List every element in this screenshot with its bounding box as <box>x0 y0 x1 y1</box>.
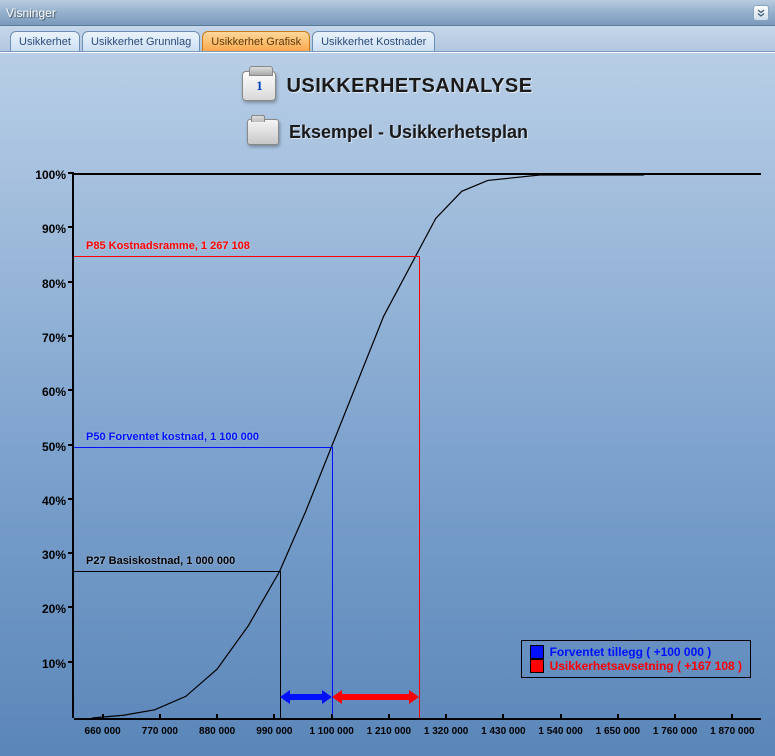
chevron-double-down-icon <box>757 9 765 17</box>
x-tick <box>445 714 447 720</box>
y-tick-label: 10% <box>42 657 66 671</box>
x-tick <box>731 714 733 720</box>
x-tick-label: 1 320 000 <box>424 726 469 737</box>
folder-icon <box>247 119 279 145</box>
x-tick-label: 770 000 <box>142 726 178 737</box>
x-tick-label: 1 650 000 <box>596 726 641 737</box>
x-tick <box>502 714 504 720</box>
x-tick <box>102 714 104 720</box>
ref-line-h-p27 <box>74 571 280 572</box>
panel-header: Visninger <box>0 0 775 26</box>
y-tick-label: 20% <box>42 602 66 616</box>
y-axis: 10%20%30%40%50%60%70%80%90%100% <box>14 173 74 718</box>
x-tick-label: 990 000 <box>256 726 292 737</box>
y-tick-label: 90% <box>42 222 66 236</box>
x-tick <box>331 714 333 720</box>
panel-title: Visninger <box>6 6 56 20</box>
page-title: USIKKERHETSANALYSE <box>286 75 532 98</box>
collapse-button[interactable] <box>753 5 769 21</box>
analysis-icon-number: 1 <box>256 78 263 94</box>
range-arrow-0 <box>280 690 332 704</box>
legend-item: Usikkerhetsavsetning ( +167 108 ) <box>530 659 742 673</box>
y-tick-label: 60% <box>42 385 66 399</box>
x-tick-label: 660 000 <box>85 726 121 737</box>
x-tick-label: 1 100 000 <box>309 726 354 737</box>
ref-line-h-p50 <box>74 447 332 448</box>
x-tick <box>273 714 275 720</box>
title-row: 1 USIKKERHETSANALYSE <box>0 53 775 101</box>
ref-label-p50: P50 Forventet kostnad, 1 100 000 <box>86 431 259 443</box>
ref-line-h-p85 <box>74 256 419 257</box>
ref-line-v-p85 <box>419 256 420 718</box>
y-tick-label: 80% <box>42 277 66 291</box>
tab-usikkerhet-grafisk[interactable]: Usikkerhet Grafisk <box>202 31 310 51</box>
legend-swatch <box>530 659 544 673</box>
y-tick-label: 40% <box>42 494 66 508</box>
ref-line-v-p50 <box>332 447 333 719</box>
subtitle-row: Eksempel - Usikkerhetsplan <box>0 119 775 145</box>
legend-label: Usikkerhetsavsetning ( +167 108 ) <box>550 659 742 673</box>
page-subtitle: Eksempel - Usikkerhetsplan <box>289 122 528 143</box>
tab-usikkerhet[interactable]: Usikkerhet <box>10 31 80 51</box>
x-tick-label: 1 760 000 <box>653 726 698 737</box>
x-tick-label: 1 870 000 <box>710 726 755 737</box>
x-tick <box>159 714 161 720</box>
ref-label-p27: P27 Basiskostnad, 1 000 000 <box>86 555 235 567</box>
legend-label: Forventet tillegg ( +100 000 ) <box>550 645 712 659</box>
range-arrow-1 <box>332 690 419 704</box>
y-tick-label: 30% <box>42 548 66 562</box>
legend-item: Forventet tillegg ( +100 000 ) <box>530 645 742 659</box>
y-tick-label: 100% <box>35 168 66 182</box>
x-tick <box>216 714 218 720</box>
content-area: 1 USIKKERHETSANALYSE Eksempel - Usikkerh… <box>0 52 775 756</box>
x-tick <box>560 714 562 720</box>
x-tick-label: 1 540 000 <box>538 726 583 737</box>
chart: 10%20%30%40%50%60%70%80%90%100% Forvente… <box>14 173 761 748</box>
legend-swatch <box>530 645 544 659</box>
analysis-icon: 1 <box>242 71 276 101</box>
x-tick-label: 880 000 <box>199 726 235 737</box>
plot-area: Forventet tillegg ( +100 000 )Usikkerhet… <box>74 173 761 718</box>
y-tick-label: 50% <box>42 440 66 454</box>
tab-usikkerhet-grunnlag[interactable]: Usikkerhet Grunnlag <box>82 31 200 51</box>
x-tick-label: 1 210 000 <box>367 726 412 737</box>
x-axis: 660 000 770 000 880 000 990 000 1 100 000 1 2… <box>74 718 761 748</box>
y-tick-label: 70% <box>42 331 66 345</box>
x-tick <box>388 714 390 720</box>
tab-usikkerhet-kostnader[interactable]: Usikkerhet Kostnader <box>312 31 435 51</box>
tabbar: Usikkerhet Usikkerhet Grunnlag Usikkerhe… <box>0 26 775 52</box>
x-tick <box>674 714 676 720</box>
x-tick <box>617 714 619 720</box>
legend: Forventet tillegg ( +100 000 )Usikkerhet… <box>521 640 751 678</box>
x-tick-label: 1 430 000 <box>481 726 526 737</box>
ref-label-p85: P85 Kostnadsramme, 1 267 108 <box>86 240 250 252</box>
